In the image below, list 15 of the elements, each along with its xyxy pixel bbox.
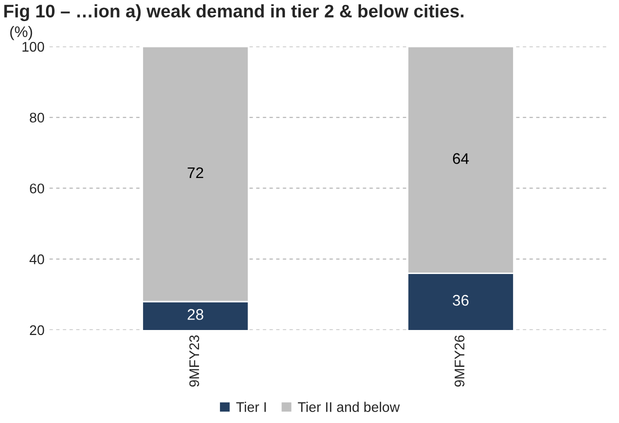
data-label: 72 xyxy=(188,167,204,178)
y-axis-title: (%) xyxy=(10,26,32,40)
data-label: 64 xyxy=(452,153,469,164)
chart-title: Fig 10 – …ion a) weak demand in tier 2 & below cities. xyxy=(4,4,464,22)
legend-label: Tier II and below xyxy=(298,402,400,412)
legend-label: Tier I xyxy=(236,402,266,412)
y-tick-label: 40 xyxy=(30,254,44,264)
y-tick-label: 100 xyxy=(22,42,44,52)
y-tick-label: 20 xyxy=(30,325,44,336)
x-tick-label: 9MFY26 xyxy=(454,335,464,387)
data-label: 28 xyxy=(188,309,204,320)
y-tick-label: 60 xyxy=(30,184,44,194)
x-tick-label: 9MFY23 xyxy=(189,335,200,387)
data-label: 36 xyxy=(452,294,469,306)
y-tick-label: 80 xyxy=(30,112,44,123)
